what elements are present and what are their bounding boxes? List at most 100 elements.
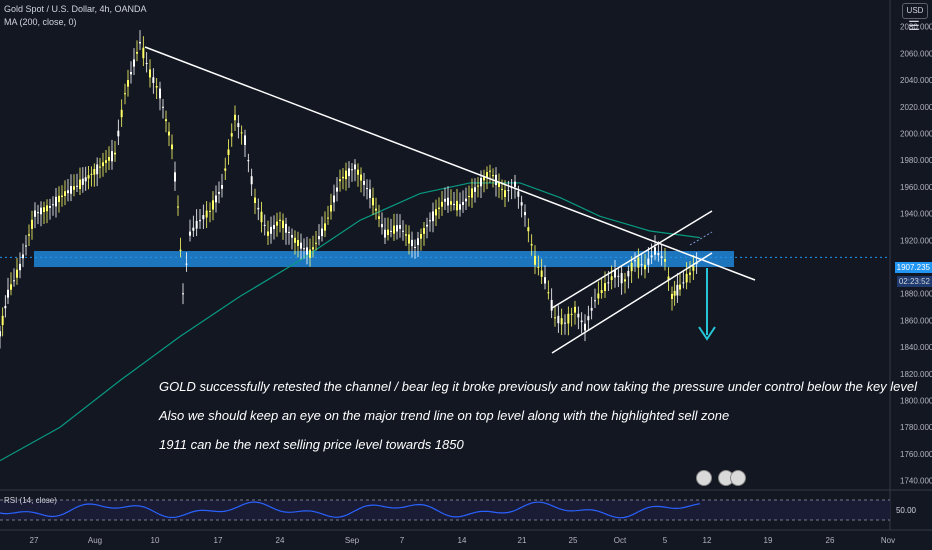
candle-body: [195, 220, 198, 229]
candle-body: [530, 244, 533, 246]
candle-body: [37, 212, 39, 214]
candle-body: [664, 259, 666, 262]
candle-body: [624, 279, 626, 282]
y-tick-label: 1860.000: [900, 316, 932, 325]
candle-body: [604, 283, 606, 291]
candle-body: [267, 231, 269, 236]
candle-body: [111, 151, 113, 162]
x-tick-label: 17: [214, 536, 223, 545]
rsi-label[interactable]: RSI (14, close): [4, 496, 57, 505]
candle-body: [108, 157, 110, 161]
candle-body: [360, 174, 362, 181]
candle-body: [544, 277, 546, 284]
candle-body: [411, 239, 413, 247]
candle-body: [676, 284, 679, 296]
candle-body: [40, 207, 42, 215]
candle-body: [627, 270, 630, 277]
candle-body: [408, 234, 410, 244]
candle-body: [244, 135, 246, 146]
candle-body: [378, 216, 380, 219]
candle-body: [13, 280, 15, 282]
y-tick-label: 1800.000: [900, 397, 932, 406]
candle-body: [19, 263, 21, 271]
menu-icon[interactable]: ☰: [908, 18, 920, 33]
candle-body: [43, 207, 45, 212]
x-tick-label: 25: [569, 536, 578, 545]
candle-body: [468, 196, 470, 198]
event-icon[interactable]: [696, 470, 712, 486]
candle-body: [489, 170, 491, 172]
candle-body: [297, 240, 299, 246]
y-tick-label: 2060.000: [900, 49, 932, 58]
candle-body: [254, 197, 256, 204]
candle-body: [540, 270, 543, 277]
candle-body: [420, 233, 422, 239]
candle-body: [25, 245, 27, 247]
sell-zone: [0, 251, 890, 268]
candle-body: [527, 227, 530, 232]
candle-body: [369, 189, 371, 198]
candle-body: [90, 173, 93, 175]
candle-body: [96, 164, 99, 175]
candle-body: [405, 234, 407, 236]
candle-body: [185, 263, 188, 265]
candle-body: [657, 253, 660, 256]
rsi-line: [0, 501, 701, 519]
y-tick-label: 1940.000: [900, 210, 932, 219]
candle-body: [453, 203, 455, 205]
candle-body: [534, 255, 536, 265]
sell-zone-rect: [34, 251, 734, 268]
candle-body: [366, 188, 368, 190]
candle-body: [351, 169, 353, 171]
candle-body: [471, 188, 473, 198]
candle-body: [480, 177, 482, 187]
candle-body: [673, 290, 676, 296]
candle-body: [671, 293, 673, 299]
candle-body: [345, 170, 347, 180]
candle-body: [429, 220, 431, 222]
currency-button[interactable]: USD: [902, 3, 928, 19]
y-tick-label: 1880.000: [900, 290, 932, 299]
candle-body: [250, 176, 253, 185]
x-tick-label: Oct: [614, 536, 627, 545]
candle-body: [7, 289, 9, 298]
candle-body: [610, 276, 613, 281]
candle-body: [209, 210, 211, 212]
candle-body: [139, 42, 141, 44]
symbol-title[interactable]: Gold Spot / U.S. Dollar, 4h, OANDA: [4, 4, 147, 14]
y-tick-label: 1840.000: [900, 343, 932, 352]
candle-body: [402, 230, 404, 232]
candle-body: [73, 186, 75, 190]
annotation-3: 1911 can be the next selling price level…: [159, 437, 464, 452]
y-tick-label: 1740.000: [900, 477, 932, 486]
x-tick-label: 19: [764, 536, 773, 545]
rsi-band: [0, 500, 890, 520]
candle-body: [474, 187, 476, 192]
candle-body: [215, 195, 217, 203]
candle-body: [127, 79, 129, 87]
x-tick-label: 10: [151, 536, 160, 545]
candle-body: [16, 269, 18, 278]
candle-body: [52, 204, 54, 206]
candle-body: [634, 260, 636, 262]
candle-body: [168, 131, 170, 136]
candle-body: [309, 249, 311, 258]
candle-body: [234, 114, 236, 121]
candle-body: [312, 247, 314, 250]
candle-body: [372, 197, 374, 206]
candle-body: [597, 293, 600, 299]
candle-body: [557, 315, 560, 324]
event-icon[interactable]: [730, 470, 746, 486]
trend-drawings: [144, 46, 756, 354]
candle-body: [330, 205, 332, 212]
ma-indicator-label[interactable]: MA (200, close, 0): [4, 17, 77, 27]
candle-body: [224, 168, 227, 171]
candle-body: [417, 238, 419, 246]
candle-body: [501, 188, 503, 190]
candle-body: [227, 149, 230, 155]
candle-body: [504, 190, 506, 197]
candle-body: [84, 177, 87, 182]
annotation-1: GOLD successfully retested the channel /…: [159, 379, 918, 394]
x-tick-label: Sep: [345, 536, 360, 545]
